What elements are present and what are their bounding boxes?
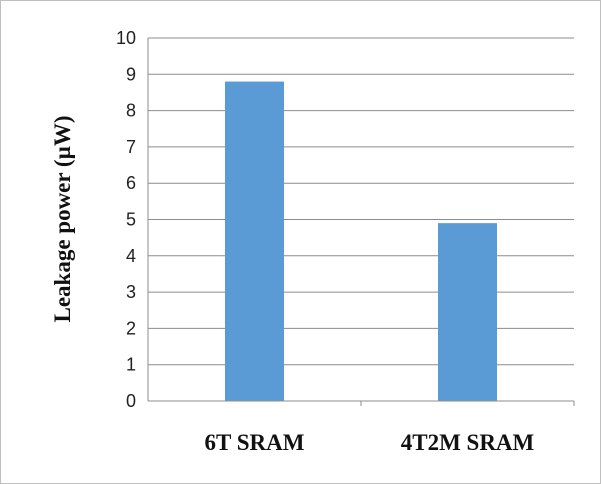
y-tick-label-8: 8 [126, 101, 136, 121]
bar-4t2m-sram [438, 223, 497, 401]
y-tick-label-6: 6 [126, 173, 136, 193]
y-tick-label-2: 2 [126, 318, 136, 338]
y-tick-label-1: 1 [126, 355, 136, 375]
y-tick-label-4: 4 [126, 246, 136, 266]
y-tick-label-0: 0 [126, 391, 136, 411]
bar-6t-sram [225, 81, 284, 401]
axes [147, 38, 575, 406]
bars [225, 81, 497, 401]
y-tick-label-5: 5 [126, 210, 136, 230]
y-tick-label-10: 10 [116, 28, 136, 48]
y-tick-label-3: 3 [126, 282, 136, 302]
y-tick-label-7: 7 [126, 137, 136, 157]
labels: 0 1 2 3 4 5 6 7 8 9 10 6T SRAM 4T2M SRAM [116, 28, 535, 455]
y-tick-label-9: 9 [126, 64, 136, 84]
x-category-label-6t-sram: 6T SRAM [205, 430, 305, 455]
y-axis-title: Leakage power (µW) [50, 115, 75, 322]
gridlines [148, 37, 574, 366]
x-category-label-4t2m-sram: 4T2M SRAM [401, 430, 535, 455]
